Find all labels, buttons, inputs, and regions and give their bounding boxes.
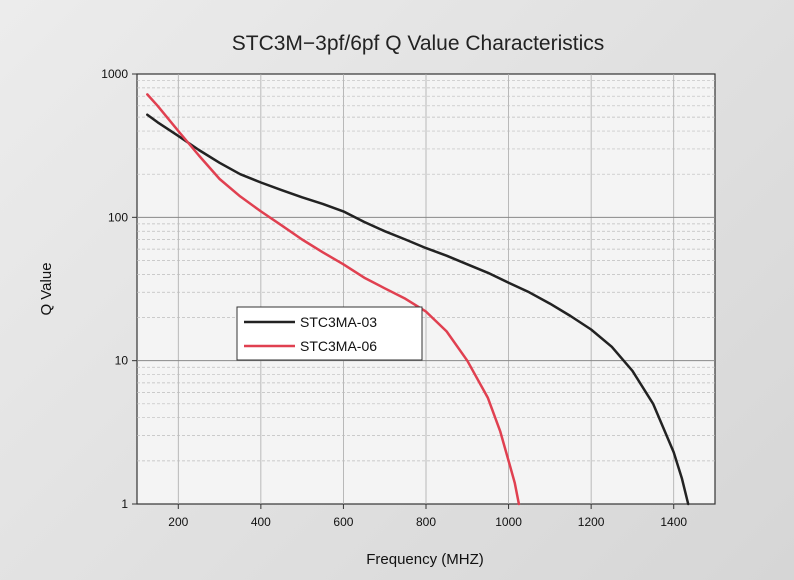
series-line-stc3ma-03 <box>146 113 690 506</box>
legend-box <box>236 306 423 361</box>
y-tick-label: 1000 <box>101 67 128 81</box>
y-axis: 1 10 100 1000 <box>101 67 137 511</box>
legend-label-stc3ma-06: STC3MA-06 <box>300 338 377 354</box>
x-axis: 200 400 600 800 1000 1200 1400 <box>168 504 687 529</box>
y-axis-label: Q Value <box>38 262 55 315</box>
x-tick-label: 800 <box>416 515 436 529</box>
chart-title: STC3M−3pf/6pf Q Value Characteristics <box>232 32 605 55</box>
legend-label-stc3ma-03: STC3MA-03 <box>300 314 377 330</box>
series-group <box>146 93 690 506</box>
grid <box>137 74 715 504</box>
x-tick-label: 1000 <box>495 515 522 529</box>
x-tick-label: 600 <box>333 515 353 529</box>
x-tick-label: 200 <box>168 515 188 529</box>
x-tick-label: 400 <box>251 515 271 529</box>
series-line-stc3ma-06 <box>146 93 521 506</box>
y-tick-label: 10 <box>115 354 129 368</box>
x-axis-label: Frequency (MHZ) <box>366 551 484 568</box>
legend: STC3MA-03 STC3MA-06 <box>236 306 423 361</box>
x-tick-label: 1400 <box>660 515 687 529</box>
x-tick-label: 1200 <box>578 515 605 529</box>
y-tick-label: 1 <box>121 497 128 511</box>
y-tick-label: 100 <box>108 210 128 224</box>
